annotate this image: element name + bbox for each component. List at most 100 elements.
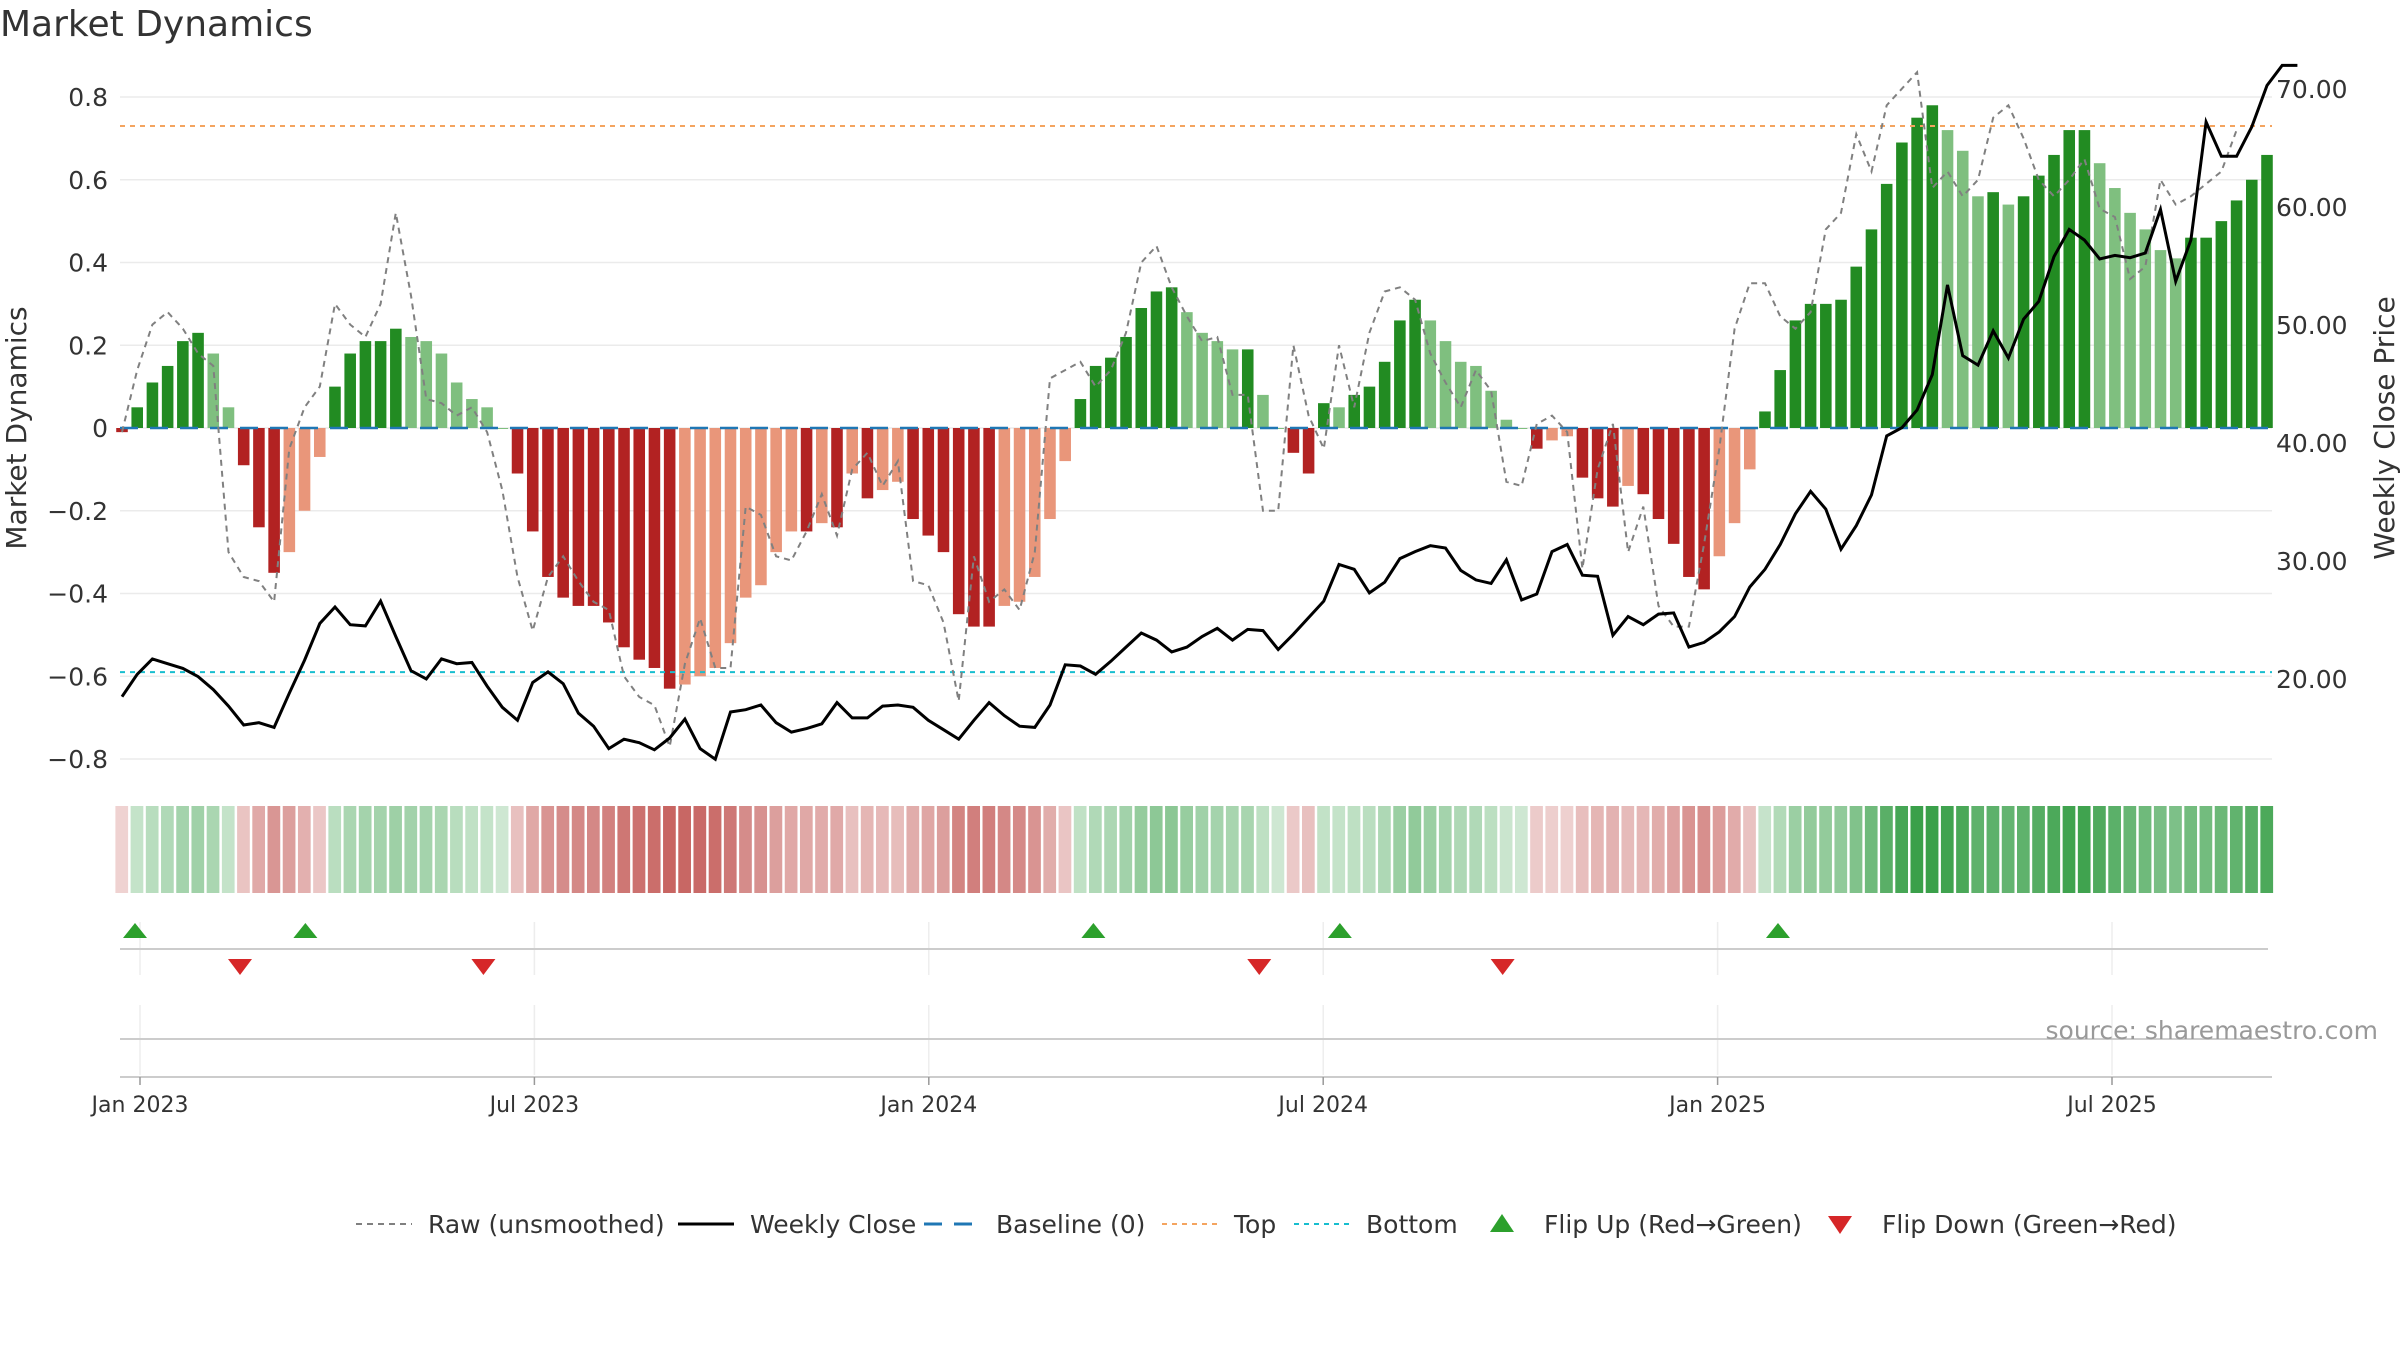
x-tick-label: Jan 2023 bbox=[90, 1093, 189, 1118]
regime-cell bbox=[161, 806, 174, 893]
momentum-bar bbox=[1028, 428, 1041, 577]
regime-cell bbox=[1438, 806, 1452, 893]
regime-cell bbox=[419, 806, 433, 893]
legend: Raw (unsmoothed) Weekly Close Baseline (0)… bbox=[356, 1210, 2177, 1239]
regime-cell bbox=[739, 806, 752, 893]
momentum-bar bbox=[1439, 341, 1452, 428]
flip-down-marker bbox=[228, 959, 252, 975]
regime-cell bbox=[921, 806, 935, 893]
momentum-bar bbox=[1683, 428, 1695, 577]
left-axis-ticks: 0.8 0.6 0.4 0.2 0 −0.2 −0.4 −0.6 −0.8 bbox=[47, 83, 108, 774]
regime-cell bbox=[267, 806, 281, 893]
momentum-bar bbox=[1013, 428, 1026, 602]
momentum-bar bbox=[1743, 428, 1756, 470]
legend-raw: Raw (unsmoothed) bbox=[356, 1210, 665, 1239]
regime-cell bbox=[2184, 806, 2198, 893]
legend-flip-up: Flip Up (Red→Green) bbox=[1490, 1210, 1802, 1239]
momentum-bar bbox=[1348, 394, 1361, 428]
right-tick-label: 40.00 bbox=[2276, 429, 2348, 458]
momentum-bar bbox=[1318, 403, 1330, 428]
grid-layer bbox=[120, 96, 2272, 760]
momentum-bar bbox=[1135, 308, 1148, 428]
regime-cell bbox=[784, 806, 798, 893]
regime-cell bbox=[1043, 806, 1057, 893]
regime-cell bbox=[1682, 806, 1696, 893]
momentum-bar bbox=[1622, 428, 1634, 486]
momentum-bar bbox=[1972, 196, 1984, 428]
regime-cell bbox=[1073, 806, 1087, 893]
momentum-bar bbox=[192, 332, 204, 428]
regime-cell bbox=[769, 806, 783, 893]
flip-down-marker bbox=[471, 959, 496, 975]
regime-cell bbox=[541, 806, 555, 893]
regime-cell bbox=[191, 806, 205, 893]
momentum-bar bbox=[663, 428, 676, 689]
legend-baseline: Baseline (0) bbox=[924, 1210, 1145, 1239]
momentum-bar bbox=[1120, 336, 1132, 428]
regime-cell bbox=[967, 806, 981, 893]
momentum-bar bbox=[1211, 341, 1224, 428]
regime-cell bbox=[510, 806, 524, 893]
regime-cell bbox=[1241, 806, 1254, 893]
left-axis-label: Market Dynamics bbox=[0, 306, 33, 549]
momentum-bar bbox=[1713, 428, 1726, 557]
regime-cell bbox=[1271, 806, 1285, 893]
regime-cell bbox=[1636, 806, 1650, 893]
regime-cell bbox=[237, 806, 250, 893]
momentum-bar bbox=[1241, 349, 1254, 428]
momentum-bar bbox=[1865, 229, 1878, 428]
momentum-bar bbox=[846, 428, 858, 474]
momentum-bar bbox=[800, 428, 813, 532]
momentum-bar bbox=[1257, 394, 1269, 428]
momentum-bar bbox=[1591, 428, 1604, 499]
regime-cell bbox=[434, 806, 448, 893]
regime-cell bbox=[678, 806, 691, 893]
momentum-bar bbox=[1424, 320, 1437, 428]
regime-cell bbox=[313, 806, 326, 893]
regime-cell bbox=[1119, 806, 1133, 893]
momentum-bar bbox=[2093, 163, 2106, 428]
momentum-bar bbox=[1531, 428, 1543, 449]
momentum-bar bbox=[1804, 303, 1817, 428]
momentum-bar bbox=[1911, 117, 1923, 428]
momentum-bar bbox=[329, 386, 341, 428]
momentum-bar bbox=[2246, 179, 2258, 428]
regime-cell bbox=[693, 806, 707, 893]
regime-cell bbox=[1012, 806, 1026, 893]
momentum-bar bbox=[1485, 390, 1497, 428]
momentum-bar bbox=[968, 428, 980, 627]
regime-cell bbox=[130, 806, 144, 893]
momentum-bar bbox=[435, 353, 448, 428]
momentum-bar bbox=[937, 428, 950, 553]
regime-cell bbox=[982, 806, 996, 893]
regime-cell bbox=[1712, 806, 1726, 893]
momentum-bar bbox=[1820, 303, 1832, 428]
regime-cell bbox=[1864, 806, 1878, 893]
momentum-bar bbox=[253, 428, 265, 528]
regime-cell bbox=[952, 806, 965, 893]
regime-cell bbox=[1378, 806, 1391, 893]
regime-cell bbox=[1986, 806, 2000, 893]
regime-cell bbox=[1286, 806, 1300, 893]
regime-cell bbox=[754, 806, 768, 893]
momentum-bar bbox=[1880, 183, 1893, 428]
regime-cell bbox=[632, 806, 646, 893]
regime-cell bbox=[1849, 806, 1863, 893]
legend-bottom: Bottom bbox=[1294, 1210, 1458, 1239]
right-tick-label: 60.00 bbox=[2276, 193, 2348, 222]
regime-cell bbox=[2123, 806, 2137, 893]
source-label: source: sharemaestro.com bbox=[2046, 1016, 2379, 1045]
momentum-bar bbox=[892, 428, 904, 482]
momentum-bar bbox=[907, 428, 919, 520]
regime-cell bbox=[115, 806, 129, 893]
momentum-bar bbox=[2109, 188, 2121, 428]
momentum-bar bbox=[1394, 320, 1406, 428]
left-tick-label: −0.6 bbox=[47, 662, 108, 691]
momentum-bar bbox=[816, 428, 828, 524]
regime-cell bbox=[1210, 806, 1224, 893]
regime-cell bbox=[815, 806, 828, 893]
regime-cell bbox=[906, 806, 920, 893]
legend-label: Weekly Close bbox=[750, 1210, 916, 1239]
regime-cell bbox=[1454, 806, 1467, 893]
momentum-bar bbox=[983, 428, 995, 627]
